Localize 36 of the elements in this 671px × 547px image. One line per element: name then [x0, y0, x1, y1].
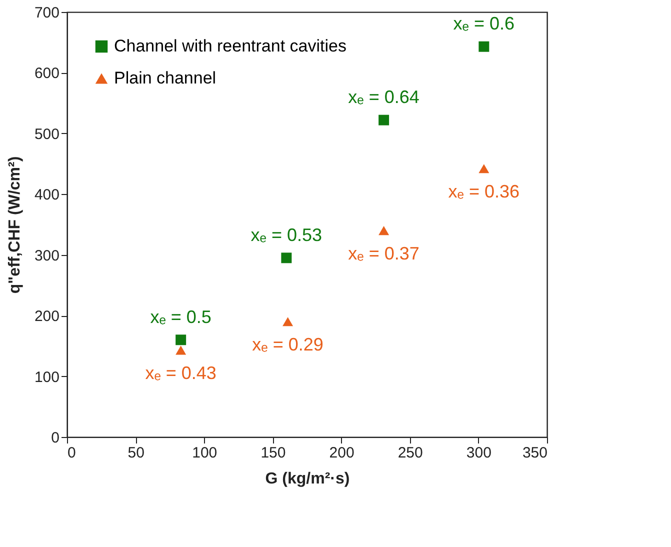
y-tick-label: 400: [34, 186, 60, 204]
point: [378, 114, 390, 126]
x-tick-label: 350: [522, 444, 548, 462]
annotation: xₑ = 0.64: [348, 87, 420, 108]
annotation: xₑ = 0.6: [453, 14, 515, 34]
annotation: xₑ = 0.43: [145, 363, 216, 384]
x-tick-label: 0: [68, 444, 76, 462]
point: [176, 346, 186, 355]
x-tick-label: 150: [260, 444, 286, 462]
y-axis-title: q"eff,CHF (W/cm²): [6, 156, 24, 294]
y-tick-label: 200: [34, 308, 60, 326]
point: [478, 41, 490, 52]
x-tick-label: 300: [466, 444, 492, 462]
x-tick-label: 50: [128, 444, 144, 462]
legend-label: Plain channel: [114, 68, 216, 88]
x-tick-label: 250: [398, 444, 423, 462]
annotation: xₑ = 0.36: [448, 182, 520, 202]
annotation: xₑ = 0.37: [348, 244, 420, 264]
x-tick-label: 200: [329, 444, 354, 462]
x-tick-label: 100: [192, 444, 218, 462]
y-tick-label: 600: [34, 65, 60, 82]
point: [176, 334, 186, 346]
point: [378, 226, 390, 236]
y-tick-label: 0: [51, 430, 60, 446]
point: [282, 317, 294, 326]
point: [281, 252, 292, 264]
annotation: xₑ = 0.53: [250, 224, 322, 245]
point: [478, 164, 490, 174]
y-tick-label: 100: [34, 368, 60, 386]
annotation: xₑ = 0.29: [252, 334, 324, 355]
y-tick-label: 700: [34, 4, 60, 22]
legend-label: Channel with reentrant cavities: [114, 36, 346, 56]
x-axis-title: G (kg/m²·s): [265, 470, 350, 488]
y-tick-label: 300: [34, 247, 60, 264]
y-tick-label: 500: [34, 126, 60, 143]
annotation: xₑ = 0.5: [150, 306, 212, 327]
